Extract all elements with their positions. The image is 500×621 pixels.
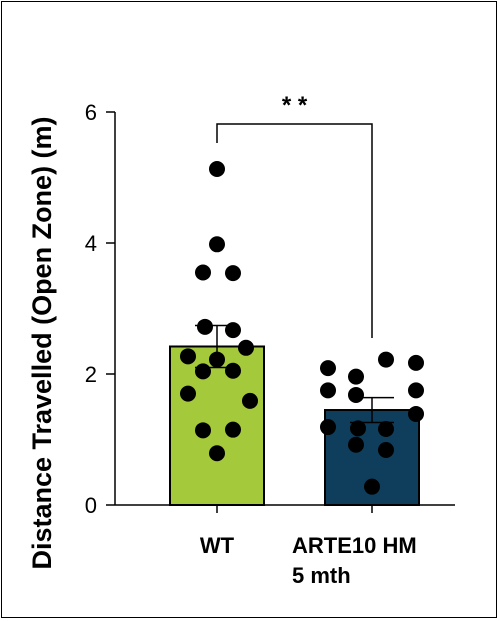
y-tick-label-2: 4 <box>85 231 97 256</box>
data-point-1-2 <box>320 360 336 377</box>
data-point-1-10 <box>378 421 394 438</box>
y-axis-label: Distance Travelled (Open Zone) (m) <box>27 116 57 569</box>
data-point-0-6 <box>180 348 196 365</box>
data-point-1-13 <box>364 478 380 495</box>
data-point-1-4 <box>320 382 336 399</box>
data-point-0-13 <box>195 422 211 439</box>
significance-label: * * <box>282 92 308 119</box>
data-point-0-12 <box>242 392 258 409</box>
data-point-1-9 <box>350 420 366 437</box>
data-point-1-7 <box>408 405 424 422</box>
data-point-0-3 <box>225 265 241 282</box>
data-point-1-11 <box>348 436 364 453</box>
y-tick-label-0: 0 <box>85 493 97 518</box>
data-point-1-12 <box>378 441 394 458</box>
data-point-0-8 <box>238 339 254 356</box>
data-point-0-11 <box>180 385 196 402</box>
data-point-0-7 <box>209 351 225 368</box>
data-point-0-0 <box>209 160 225 177</box>
labels-layer: 0 2 4 6 WT ARTE10 HM 5 mth Distance Travelled (… <box>27 92 417 588</box>
data-point-1-1 <box>408 354 424 371</box>
data-point-0-1 <box>209 236 225 253</box>
axes-layer <box>106 111 455 513</box>
data-point-0-10 <box>225 362 241 379</box>
data-point-1-6 <box>348 386 364 403</box>
category-label-1-1: 5 mth <box>292 563 351 588</box>
y-tick-label-3: 6 <box>85 100 97 125</box>
data-points-layer <box>180 160 424 495</box>
data-point-1-8 <box>320 419 336 436</box>
bar-0 <box>169 345 265 506</box>
data-point-0-4 <box>197 318 213 335</box>
data-point-0-15 <box>209 445 225 462</box>
data-point-0-14 <box>225 421 241 438</box>
data-point-1-5 <box>408 382 424 399</box>
data-point-0-9 <box>195 363 211 380</box>
data-point-0-2 <box>195 264 211 281</box>
category-label-1-0: ARTE10 HM <box>292 533 417 558</box>
category-label-0-0: WT <box>200 533 235 558</box>
significance-bracket <box>216 123 373 338</box>
data-point-1-0 <box>378 351 394 368</box>
y-tick-label-1: 2 <box>85 362 97 387</box>
data-point-0-5 <box>225 322 241 339</box>
data-point-1-3 <box>348 368 364 385</box>
